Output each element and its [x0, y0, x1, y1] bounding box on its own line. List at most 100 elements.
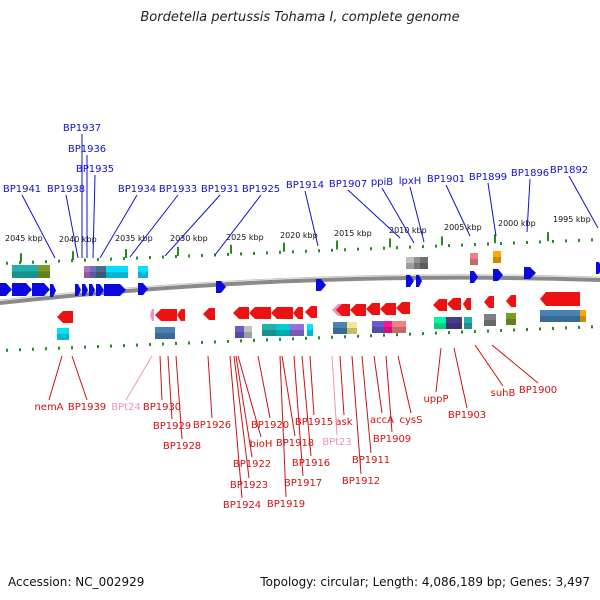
ruler-tick: [461, 330, 463, 334]
lower-label-line: [279, 355, 287, 498]
reverse-gene-arrow: [305, 306, 317, 318]
reverse-gene-arrow: [380, 303, 396, 315]
upper-gene-label: BP1935: [76, 164, 114, 175]
ruler-tick: [318, 336, 320, 340]
lower-gene-label: cysS: [400, 415, 423, 426]
reverse-gene-arrow: [150, 309, 154, 321]
feature-box: [290, 324, 304, 336]
lower-label-line: [233, 355, 250, 479]
ruler-tick: [357, 334, 359, 338]
forward-gene-arrow: [89, 284, 95, 296]
upper-gene-label: BP1941: [3, 184, 41, 195]
lower-gene-labels: nemA BP1939 BPt24 BP1930 BP1929 BP1928 BP1926 b…: [34, 344, 557, 511]
lower-label-line: [453, 347, 468, 409]
ruler-major-tick: [547, 232, 549, 242]
ruler-tick: [266, 251, 268, 255]
lower-gene-label: BP1924: [223, 500, 261, 511]
lower-gene-label: BP1915: [295, 417, 333, 428]
ruler-tick: [357, 247, 359, 251]
lower-gene-label: BP1918: [276, 438, 314, 449]
ruler-tick: [448, 331, 450, 335]
ruler-tick: [162, 342, 164, 346]
feature-box: [506, 313, 516, 325]
upper-label-line: [65, 194, 79, 259]
ruler-tick: [422, 245, 424, 249]
feature-shade: [484, 320, 496, 326]
feature-box: [470, 253, 478, 265]
forward-gene-arrow: [0, 283, 12, 296]
feature-box: [57, 328, 69, 340]
ruler-tick: [84, 345, 86, 349]
upper-label-line: [487, 182, 497, 237]
forward-gene-arrow: [406, 275, 414, 287]
lower-label-line: [207, 355, 213, 419]
lower-gene-label: BP1903: [448, 410, 486, 421]
feature-shade: [493, 257, 501, 263]
feature-shade: [414, 263, 420, 269]
forward-gene-arrow: [416, 275, 422, 287]
forward-gene-arrow: [316, 279, 326, 291]
ruler-tick: [396, 333, 398, 337]
ruler-tick: [253, 251, 255, 255]
feature-shade: [262, 330, 276, 336]
upper-gene-label: BP1931: [201, 184, 239, 195]
forward-gene-arrow: [470, 271, 478, 283]
ruler-tick: [305, 336, 307, 340]
ruler-tick: [71, 259, 73, 263]
scale-label: 2040 kbp: [59, 235, 97, 244]
feature-shade: [434, 323, 446, 329]
lower-label-line: [373, 355, 383, 414]
ruler-tick: [591, 238, 593, 242]
feature-box: [38, 265, 50, 278]
ruler-tick: [500, 329, 502, 332]
lower-gene-label: nemA: [34, 402, 63, 413]
feature-box: [333, 322, 347, 334]
upper-gene-label: BP1938: [47, 184, 85, 195]
ruler-tick: [279, 337, 281, 341]
feature-box: [580, 310, 586, 322]
feature-shade: [57, 334, 69, 340]
reverse-gene-arrow: [177, 309, 185, 321]
ruler-major-tick: [441, 236, 443, 246]
feature-shade: [333, 328, 347, 334]
ruler-tick: [292, 337, 294, 341]
ruler-tick: [123, 257, 125, 261]
ruler-tick: [201, 253, 203, 257]
feature-shade: [406, 263, 414, 269]
upper-gene-label: ppiB: [371, 177, 393, 188]
lower-gene-label: BP1926: [193, 420, 231, 431]
ruler-tick: [279, 250, 281, 254]
ruler-tick: [539, 327, 541, 331]
upper-gene-label: BP1892: [550, 165, 588, 176]
upper-label-line: [99, 194, 138, 259]
reverse-gene-arrow: [336, 304, 350, 316]
feature-shade: [90, 272, 96, 278]
ruler-tick: [19, 348, 21, 352]
ruler-tick: [201, 340, 203, 344]
lower-label-line: [491, 344, 539, 384]
reverse-gene-arrow: [540, 292, 580, 306]
ruler-tick: [253, 338, 255, 342]
lower-label-line: [229, 355, 243, 499]
ruler-tick: [32, 260, 34, 264]
lower-label-line: [235, 355, 253, 458]
feature-shade: [235, 332, 245, 338]
scale-label: 2010 kbp: [389, 226, 427, 235]
feature-shade: [244, 332, 252, 338]
ruler-major-tick: [336, 240, 338, 250]
feature-box: [464, 317, 472, 329]
reverse-gene-arrow: [293, 307, 303, 319]
ruler-tick: [370, 334, 372, 338]
scale-label: 2005 kbp: [444, 223, 482, 232]
ruler-tick: [409, 332, 411, 336]
feature-shade: [276, 330, 290, 336]
ruler-tick: [240, 252, 242, 256]
feature-shade: [138, 272, 148, 278]
feature-shade: [540, 316, 580, 322]
upper-label-line: [445, 184, 471, 237]
ruler-tick: [383, 333, 385, 337]
feature-box: [106, 266, 128, 278]
lower-gene-label: accA: [370, 415, 394, 426]
forward-gene-arrow: [596, 262, 600, 274]
